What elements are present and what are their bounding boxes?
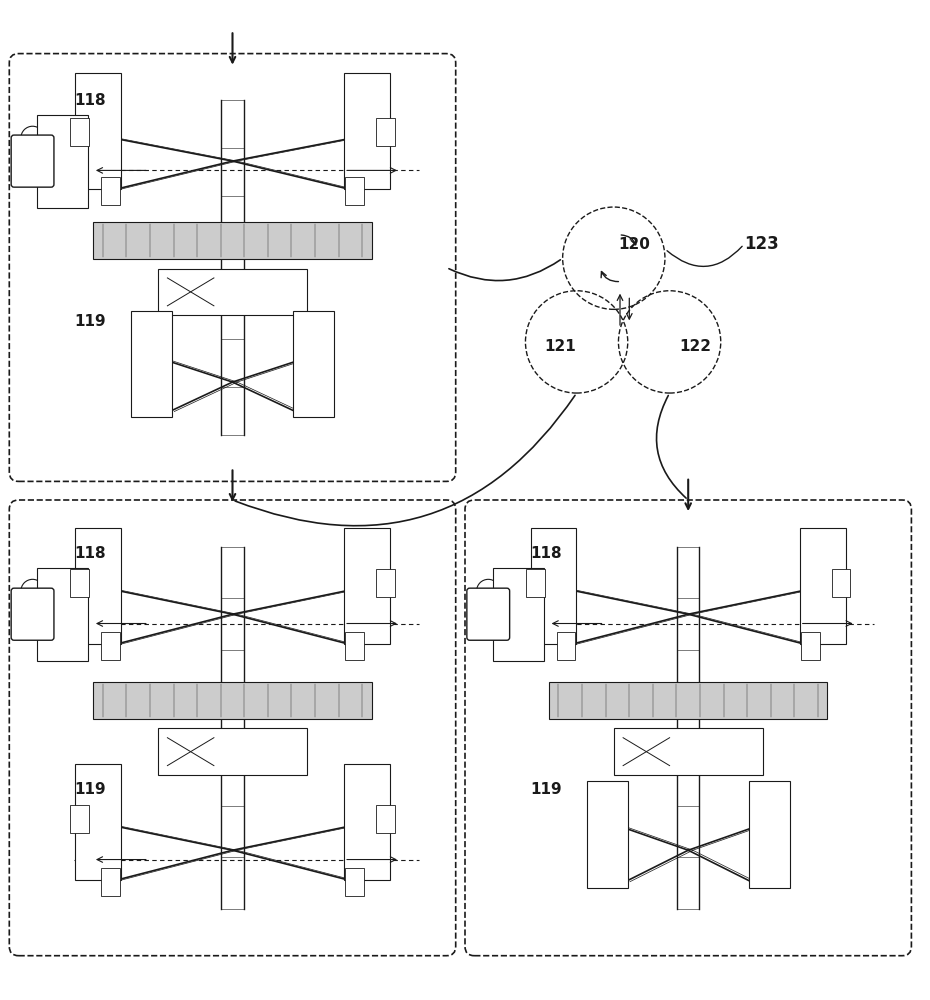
Bar [526, 569, 545, 597]
Bar [345, 632, 364, 660]
FancyArrowPatch shape [657, 395, 686, 498]
FancyBboxPatch shape [293, 311, 334, 417]
FancyBboxPatch shape [493, 568, 544, 661]
FancyBboxPatch shape [614, 728, 763, 775]
FancyBboxPatch shape [158, 269, 307, 315]
Bar [831, 569, 850, 597]
FancyBboxPatch shape [467, 588, 510, 640]
Bar [101, 632, 120, 660]
FancyBboxPatch shape [75, 528, 121, 644]
Bar [376, 569, 394, 597]
Bar [557, 632, 576, 660]
Text: 123: 123 [744, 235, 778, 253]
FancyBboxPatch shape [131, 311, 172, 417]
Bar [71, 569, 89, 597]
FancyBboxPatch shape [37, 115, 88, 208]
FancyBboxPatch shape [344, 764, 390, 880]
FancyBboxPatch shape [75, 764, 121, 880]
FancyBboxPatch shape [11, 135, 54, 187]
FancyBboxPatch shape [75, 73, 121, 189]
Text: 118: 118 [74, 93, 106, 108]
FancyBboxPatch shape [11, 588, 54, 640]
FancyArrowPatch shape [449, 260, 561, 281]
FancyBboxPatch shape [158, 728, 307, 775]
Bar [101, 177, 120, 205]
Bar [101, 868, 120, 896]
Text: 120: 120 [618, 237, 650, 252]
Text: 121: 121 [544, 339, 576, 354]
FancyBboxPatch shape [344, 73, 390, 189]
FancyBboxPatch shape [531, 528, 577, 644]
Text: 119: 119 [74, 782, 106, 797]
Bar [93, 682, 372, 719]
Text: 118: 118 [74, 546, 106, 561]
Bar [71, 805, 89, 833]
FancyArrowPatch shape [667, 246, 742, 266]
FancyBboxPatch shape [344, 528, 390, 644]
FancyBboxPatch shape [749, 781, 790, 888]
Bar [376, 805, 394, 833]
FancyArrowPatch shape [235, 395, 575, 526]
Bar [549, 682, 828, 719]
FancyBboxPatch shape [587, 781, 628, 888]
Bar [376, 118, 394, 146]
FancyBboxPatch shape [800, 528, 845, 644]
Text: 122: 122 [679, 339, 711, 354]
Bar [345, 868, 364, 896]
Text: 119: 119 [530, 782, 562, 797]
FancyBboxPatch shape [37, 568, 88, 661]
Bar [345, 177, 364, 205]
Bar [801, 632, 819, 660]
Text: 119: 119 [74, 314, 106, 329]
Text: 118: 118 [530, 546, 562, 561]
Bar [71, 118, 89, 146]
Bar [93, 222, 372, 259]
